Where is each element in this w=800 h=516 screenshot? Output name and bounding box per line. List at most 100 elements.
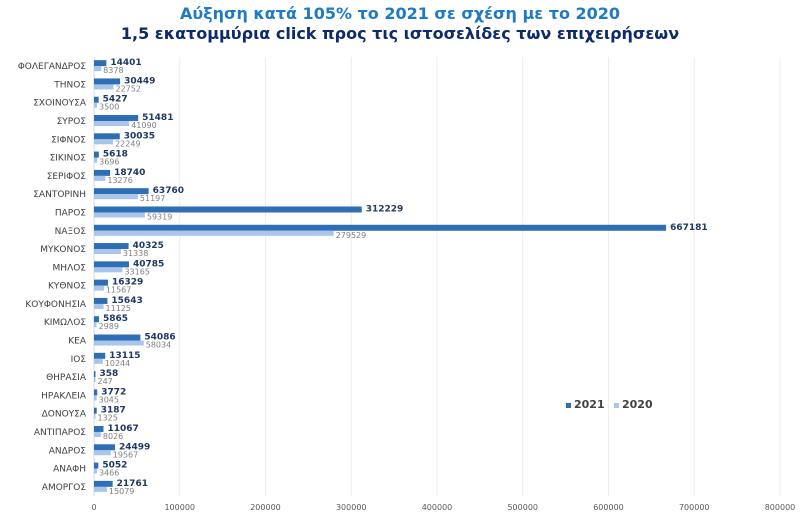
legend-label-2021: 2021 xyxy=(574,398,605,411)
data-label-2020: 3696 xyxy=(99,158,119,167)
data-label-2020: 8026 xyxy=(103,432,123,441)
bar-2020 xyxy=(94,267,123,273)
bar-2020 xyxy=(94,212,145,218)
bar-2020 xyxy=(94,468,97,474)
bar-2020 xyxy=(94,157,98,163)
data-label-2020: 58034 xyxy=(146,341,171,350)
x-tick-label: 0 xyxy=(91,503,96,512)
category-label: ΚΟΥΦΟΝΗΣΙΑ xyxy=(25,300,86,310)
bar-2020 xyxy=(94,322,97,328)
data-label-2020: 1325 xyxy=(98,414,118,423)
bar-2020 xyxy=(94,340,144,346)
category-label: ΑΝΑΦΗ xyxy=(53,465,86,475)
bar-2021 xyxy=(94,224,667,231)
bar-2020 xyxy=(94,395,97,401)
x-tick-label: 700000 xyxy=(679,503,710,512)
x-tick-label: 300000 xyxy=(336,503,367,512)
bar-2021 xyxy=(94,407,97,414)
data-label-2021: 21761 xyxy=(117,479,148,489)
bar-2020 xyxy=(94,431,101,437)
bar-2020 xyxy=(94,139,114,145)
bar-2021 xyxy=(94,444,116,451)
bar-2020 xyxy=(94,121,130,127)
bar-2021 xyxy=(94,297,108,304)
bar-2021 xyxy=(94,352,106,359)
x-tick-label: 100000 xyxy=(164,503,195,512)
chart-title: Αύξηση κατά 105% το 2021 σε σχέση με το … xyxy=(179,4,621,23)
data-label-2021: 5618 xyxy=(103,150,128,160)
category-label: ΣΙΦΝΟΣ xyxy=(51,135,86,145)
data-label-2021: 358 xyxy=(100,369,119,379)
category-label: ΣΧΟΙΝΟΥΣΑ xyxy=(33,99,87,109)
category-label: ΣΥΡΟΣ xyxy=(57,117,87,127)
data-label-2020: 51197 xyxy=(140,194,165,203)
x-tick-label: 200000 xyxy=(250,503,281,512)
data-label-2020: 33165 xyxy=(124,267,149,276)
category-label: ΦΟΛΕΓΑΝΔΡΟΣ xyxy=(18,62,87,72)
category-label: ΑΝΤΙΠΑΡΟΣ xyxy=(34,428,86,438)
data-label-2020: 11125 xyxy=(106,304,131,313)
bar-2021 xyxy=(94,243,129,250)
data-label-2021: 5865 xyxy=(103,314,128,324)
data-label-2021: 312229 xyxy=(366,204,404,214)
data-label-2020: 3500 xyxy=(99,103,119,112)
data-label-2021: 24499 xyxy=(119,442,150,452)
bar-2021 xyxy=(94,316,100,323)
legend: 2021 2020 xyxy=(566,398,653,411)
category-label: ΣΑΝΤΟΡΙΝΗ xyxy=(33,190,86,200)
data-label-2021: 3772 xyxy=(101,387,126,397)
category-label: ΚΥΘΝΟΣ xyxy=(48,282,86,292)
data-label-2020: 41090 xyxy=(131,121,156,130)
data-label-2021: 3187 xyxy=(101,406,126,416)
category-label: ΚΙΜΩΛΟΣ xyxy=(44,318,86,328)
category-label: ΑΜΟΡΓΟΣ xyxy=(42,483,87,493)
data-label-2021: 30035 xyxy=(124,131,155,141)
data-label-2021: 5052 xyxy=(102,461,127,471)
category-label: ΜΗΛΟΣ xyxy=(53,263,87,273)
bar-2021 xyxy=(94,133,120,140)
data-label-2020: 31338 xyxy=(123,249,148,258)
bar-2020 xyxy=(94,102,98,108)
labels: 0 100000 200000 300000 400000 500000 600000 700… xyxy=(18,58,796,512)
data-label-2020: 279529 xyxy=(336,231,367,240)
bar-2021 xyxy=(94,334,141,341)
x-tick-label: 400000 xyxy=(422,503,453,512)
category-label: ΔΟΝΟΥΣΑ xyxy=(42,410,87,420)
bar-2021 xyxy=(94,425,104,432)
data-label-2021: 11067 xyxy=(107,424,138,434)
category-label: ΠΑΡΟΣ xyxy=(55,208,86,218)
bar-2021 xyxy=(94,371,96,378)
data-label-2021: 16329 xyxy=(112,278,143,288)
data-label-2021: 51481 xyxy=(142,113,173,123)
legend-swatch-2021 xyxy=(566,403,571,408)
data-label-2021: 14401 xyxy=(110,58,141,68)
legend-swatch-2020 xyxy=(614,403,619,408)
data-label-2020: 3466 xyxy=(99,469,119,478)
category-label: ΗΡΑΚΛΕΙΑ xyxy=(41,391,87,401)
data-label-2020: 22752 xyxy=(116,84,141,93)
bar-2020 xyxy=(94,249,121,255)
data-label-2021: 18740 xyxy=(114,168,145,178)
category-label: ΝΑΞΟΣ xyxy=(55,227,87,237)
bar-2021 xyxy=(94,78,121,85)
bar-2021 xyxy=(94,96,99,103)
data-label-2020: 8378 xyxy=(103,66,123,75)
bar-2020 xyxy=(94,450,111,456)
category-label: ΚΕΑ xyxy=(68,337,87,347)
bar-2020 xyxy=(94,66,102,72)
gridlines xyxy=(93,57,781,496)
category-label: ΣΕΡΙΦΟΣ xyxy=(47,172,87,182)
bar-2021 xyxy=(94,169,111,176)
data-label-2020: 59319 xyxy=(147,212,172,221)
data-label-2020: 13276 xyxy=(107,176,132,185)
category-label: ΜΥΚΟΝΟΣ xyxy=(40,245,86,255)
category-label: ΣΙΚΙΝΟΣ xyxy=(50,154,87,164)
bars xyxy=(94,60,667,492)
bar-2020 xyxy=(94,230,334,236)
legend-label-2020: 2020 xyxy=(622,398,653,411)
bar-2020 xyxy=(94,84,114,90)
x-tick-label: 600000 xyxy=(593,503,624,512)
bar-2020 xyxy=(94,358,103,364)
chart-subtitle: 1,5 εκατομμύρια click προς τις ιστοσελίδ… xyxy=(120,24,680,43)
